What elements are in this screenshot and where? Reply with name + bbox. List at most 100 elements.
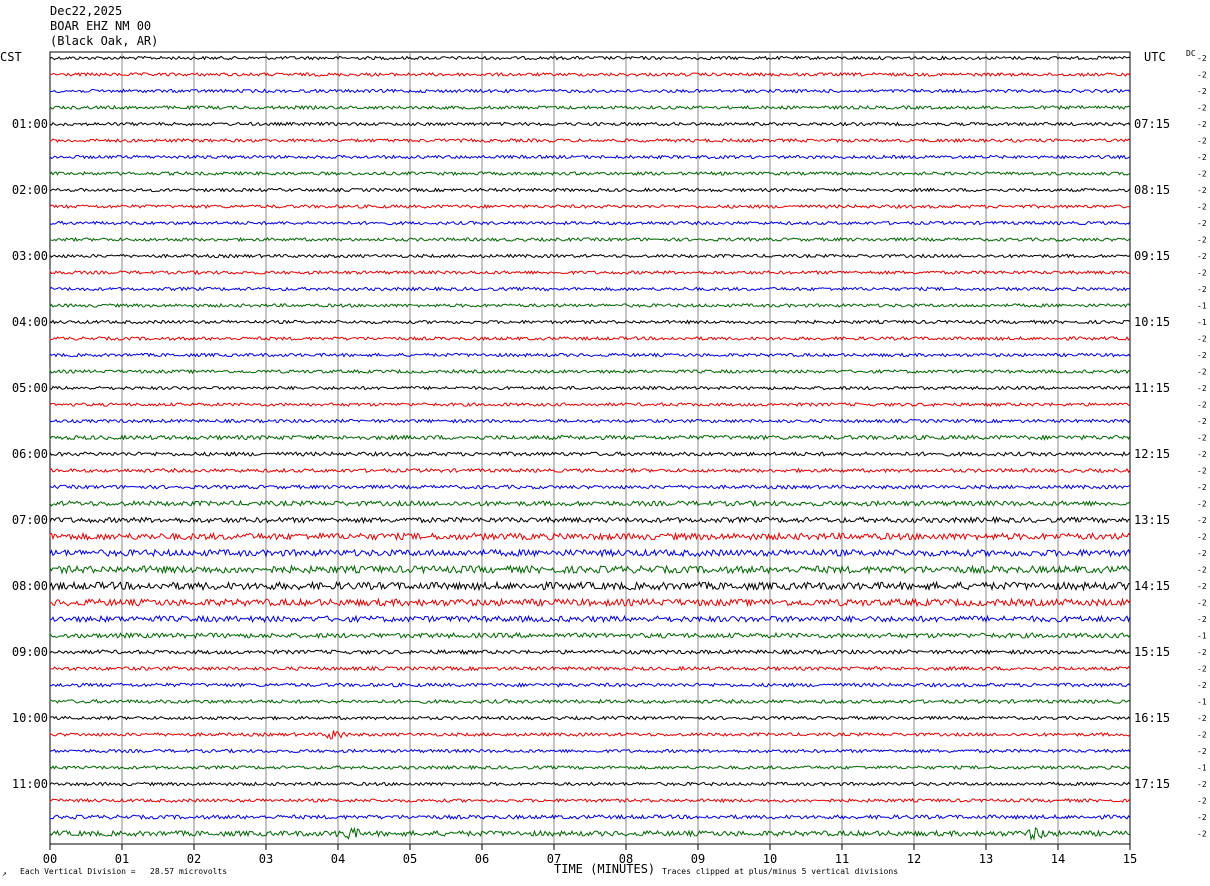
cst-time-label: 04:00 <box>12 315 48 329</box>
trace-row <box>49 170 1131 177</box>
cst-time-label: 06:00 <box>12 447 48 461</box>
dc-offset-label: -2 <box>1197 665 1207 674</box>
trace-row <box>49 730 1131 740</box>
dc-offset-label: -2 <box>1197 203 1207 212</box>
utc-time-label: 11:15 <box>1134 381 1170 395</box>
x-tick-label: 06 <box>475 852 489 866</box>
utc-time-label: 07:15 <box>1134 117 1170 131</box>
clip-note: Traces clipped at plus/minus 5 vertical … <box>662 867 899 876</box>
trace-row <box>49 418 1131 424</box>
cst-time-label: 02:00 <box>12 183 48 197</box>
trace-row <box>49 826 1131 841</box>
trace-row <box>49 253 1131 259</box>
dc-offset-label: -2 <box>1197 384 1207 393</box>
dc-offset-label: -2 <box>1197 533 1207 542</box>
dc-offset-label: -2 <box>1197 681 1207 690</box>
utc-time-label: 10:15 <box>1134 315 1170 329</box>
dc-offset-label: -1 <box>1197 698 1207 707</box>
utc-time-label: 16:15 <box>1134 711 1170 725</box>
utc-time-label: 13:15 <box>1134 513 1170 527</box>
trace-row <box>49 564 1131 575</box>
ruler-icon: ↗ <box>2 869 7 878</box>
dc-offset-label: -2 <box>1197 137 1207 146</box>
dc-offset-label: -2 <box>1197 153 1207 162</box>
trace-row <box>49 764 1131 771</box>
dc-offset-label: -2 <box>1197 747 1207 756</box>
dc-offset-label: -2 <box>1197 170 1207 179</box>
trace-row <box>49 499 1131 508</box>
x-tick-label: 15 <box>1123 852 1137 866</box>
right-axis-title: UTC <box>1144 50 1166 64</box>
dc-offset-label: -2 <box>1197 120 1207 129</box>
cst-time-label: 03:00 <box>12 249 48 263</box>
trace-row <box>49 698 1131 705</box>
trace-row <box>49 401 1131 408</box>
x-tick-label: 08 <box>619 852 633 866</box>
cst-time-label: 05:00 <box>12 381 48 395</box>
dc-offset-label: -2 <box>1197 714 1207 723</box>
trace-row <box>49 352 1131 358</box>
utc-time-label: 15:15 <box>1134 645 1170 659</box>
trace-row <box>49 203 1131 210</box>
dc-offset-label: -2 <box>1197 269 1207 278</box>
trace-row <box>49 748 1131 754</box>
dc-offset-label: -2 <box>1197 368 1207 377</box>
dc-offset-label: -2 <box>1197 335 1207 344</box>
x-tick-label: 14 <box>1051 852 1065 866</box>
x-tick-label: 12 <box>907 852 921 866</box>
dc-offset-label: -1 <box>1197 318 1207 327</box>
trace-row <box>49 580 1131 592</box>
trace-row <box>49 269 1131 276</box>
dc-offset-label: -2 <box>1197 351 1207 360</box>
trace-row <box>49 548 1131 558</box>
dc-offset-label: -2 <box>1197 186 1207 195</box>
dc-offset-label: -2 <box>1197 483 1207 492</box>
x-tick-label: 04 <box>331 852 345 866</box>
dc-offset-label: -2 <box>1197 450 1207 459</box>
dc-offset-label: -2 <box>1197 500 1207 509</box>
cst-time-label: 11:00 <box>12 777 48 791</box>
trace-row <box>49 137 1131 144</box>
trace-row <box>49 797 1131 804</box>
station-location: (Black Oak, AR) <box>50 34 159 48</box>
x-tick-label: 10 <box>763 852 777 866</box>
dc-offset-label: -2 <box>1197 236 1207 245</box>
dc-offset-label: -2 <box>1197 434 1207 443</box>
trace-row <box>49 665 1131 672</box>
x-tick-label: 07 <box>547 852 561 866</box>
trace-row <box>49 121 1131 127</box>
trace-row <box>49 434 1131 441</box>
dc-offset-label: -2 <box>1197 87 1207 96</box>
trace-row <box>49 319 1131 325</box>
dc-offset-label: -2 <box>1197 813 1207 822</box>
trace-row <box>49 368 1131 375</box>
trace-row <box>49 187 1131 193</box>
dc-offset-label: -2 <box>1197 252 1207 261</box>
trace-row <box>49 813 1131 821</box>
cst-time-label: 01:00 <box>12 117 48 131</box>
dc-offset-label: -2 <box>1197 599 1207 608</box>
trace-row <box>49 614 1131 624</box>
dc-offset-label: -2 <box>1197 582 1207 591</box>
dc-offset-label: -2 <box>1197 780 1207 789</box>
trace-row <box>49 154 1131 160</box>
cst-time-label: 07:00 <box>12 513 48 527</box>
trace-row <box>49 220 1131 226</box>
trace-row <box>49 55 1131 61</box>
trace-row <box>49 88 1131 94</box>
cst-time-label: 10:00 <box>12 711 48 725</box>
plot-date: Dec22,2025 <box>50 4 123 18</box>
x-tick-label: 11 <box>835 852 849 866</box>
trace-row <box>49 648 1131 656</box>
trace-row <box>49 302 1131 309</box>
trace-row <box>49 236 1131 243</box>
dc-offset-label: -2 <box>1197 549 1207 558</box>
dc-offset-label: -2 <box>1197 516 1207 525</box>
left-axis-title: CST <box>0 50 22 64</box>
trace-row <box>49 467 1131 474</box>
dc-offset-label: -2 <box>1197 731 1207 740</box>
trace-row <box>49 597 1131 608</box>
x-tick-label: 02 <box>187 852 201 866</box>
dc-offset-label: -2 <box>1197 401 1207 410</box>
